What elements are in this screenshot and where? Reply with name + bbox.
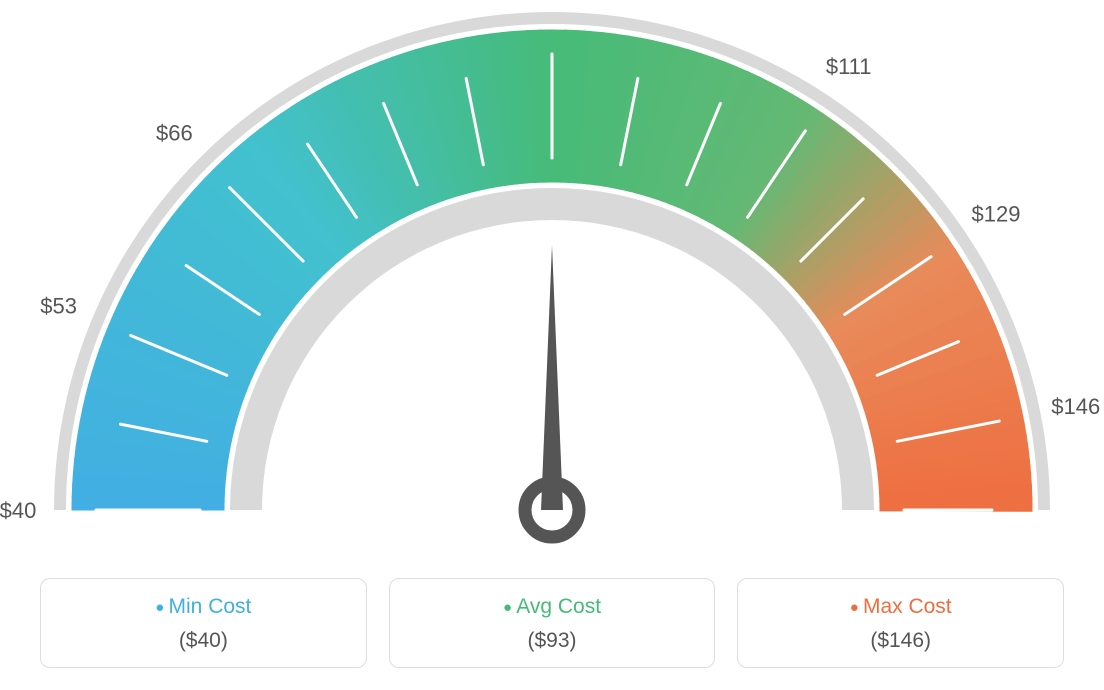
legend-min-value: ($40) [41,629,366,653]
gauge-tick-label: $111 [826,54,872,79]
legend-row: Min Cost ($40) Avg Cost ($93) Max Cost (… [40,578,1064,668]
gauge-tick-label: $53 [40,294,77,319]
gauge-tick-label: $40 [0,498,36,523]
legend-card-min: Min Cost ($40) [40,578,367,668]
gauge-tick-label: $66 [156,120,193,145]
gauge-tick-label: $146 [1051,394,1100,419]
gauge-needle [525,245,579,537]
legend-max-label: Max Cost [738,595,1063,619]
gauge-chart: $40$53$66$93$111$129$146 [0,0,1104,560]
chart-wrapper: $40$53$66$93$111$129$146 Min Cost ($40) … [0,0,1104,690]
legend-avg-label: Avg Cost [390,595,715,619]
legend-card-max: Max Cost ($146) [737,578,1064,668]
legend-card-avg: Avg Cost ($93) [389,578,716,668]
legend-avg-value: ($93) [390,629,715,653]
gauge-tick-label: $129 [972,201,1021,226]
legend-min-label: Min Cost [41,595,366,619]
legend-max-value: ($146) [738,629,1063,653]
